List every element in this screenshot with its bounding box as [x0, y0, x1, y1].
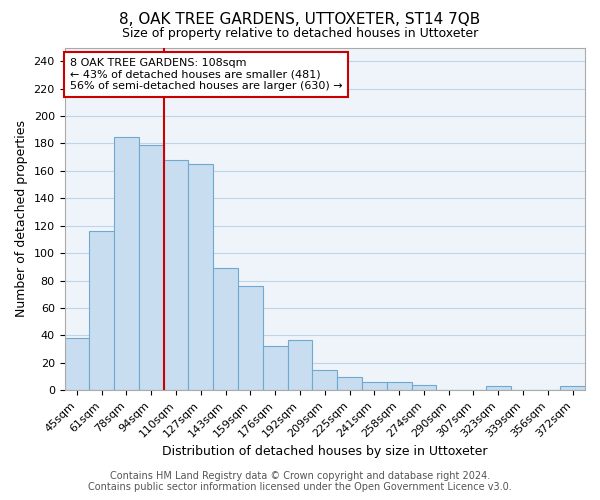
Text: Contains HM Land Registry data © Crown copyright and database right 2024.
Contai: Contains HM Land Registry data © Crown c…	[88, 471, 512, 492]
Bar	[263, 346, 287, 390]
Bar	[560, 386, 585, 390]
X-axis label: Distribution of detached houses by size in Uttoxeter: Distribution of detached houses by size …	[162, 444, 488, 458]
Bar	[139, 145, 164, 390]
Bar	[89, 231, 114, 390]
Bar	[65, 338, 89, 390]
Bar	[362, 382, 387, 390]
Bar	[287, 340, 313, 390]
Y-axis label: Number of detached properties: Number of detached properties	[15, 120, 28, 318]
Bar	[213, 268, 238, 390]
Bar	[412, 385, 436, 390]
Bar	[238, 286, 263, 390]
Text: 8, OAK TREE GARDENS, UTTOXETER, ST14 7QB: 8, OAK TREE GARDENS, UTTOXETER, ST14 7QB	[119, 12, 481, 28]
Bar	[387, 382, 412, 390]
Bar	[114, 136, 139, 390]
Bar	[313, 370, 337, 390]
Text: 8 OAK TREE GARDENS: 108sqm
← 43% of detached houses are smaller (481)
56% of sem: 8 OAK TREE GARDENS: 108sqm ← 43% of deta…	[70, 58, 343, 91]
Bar	[164, 160, 188, 390]
Bar	[337, 376, 362, 390]
Bar	[188, 164, 213, 390]
Bar	[486, 386, 511, 390]
Text: Size of property relative to detached houses in Uttoxeter: Size of property relative to detached ho…	[122, 28, 478, 40]
